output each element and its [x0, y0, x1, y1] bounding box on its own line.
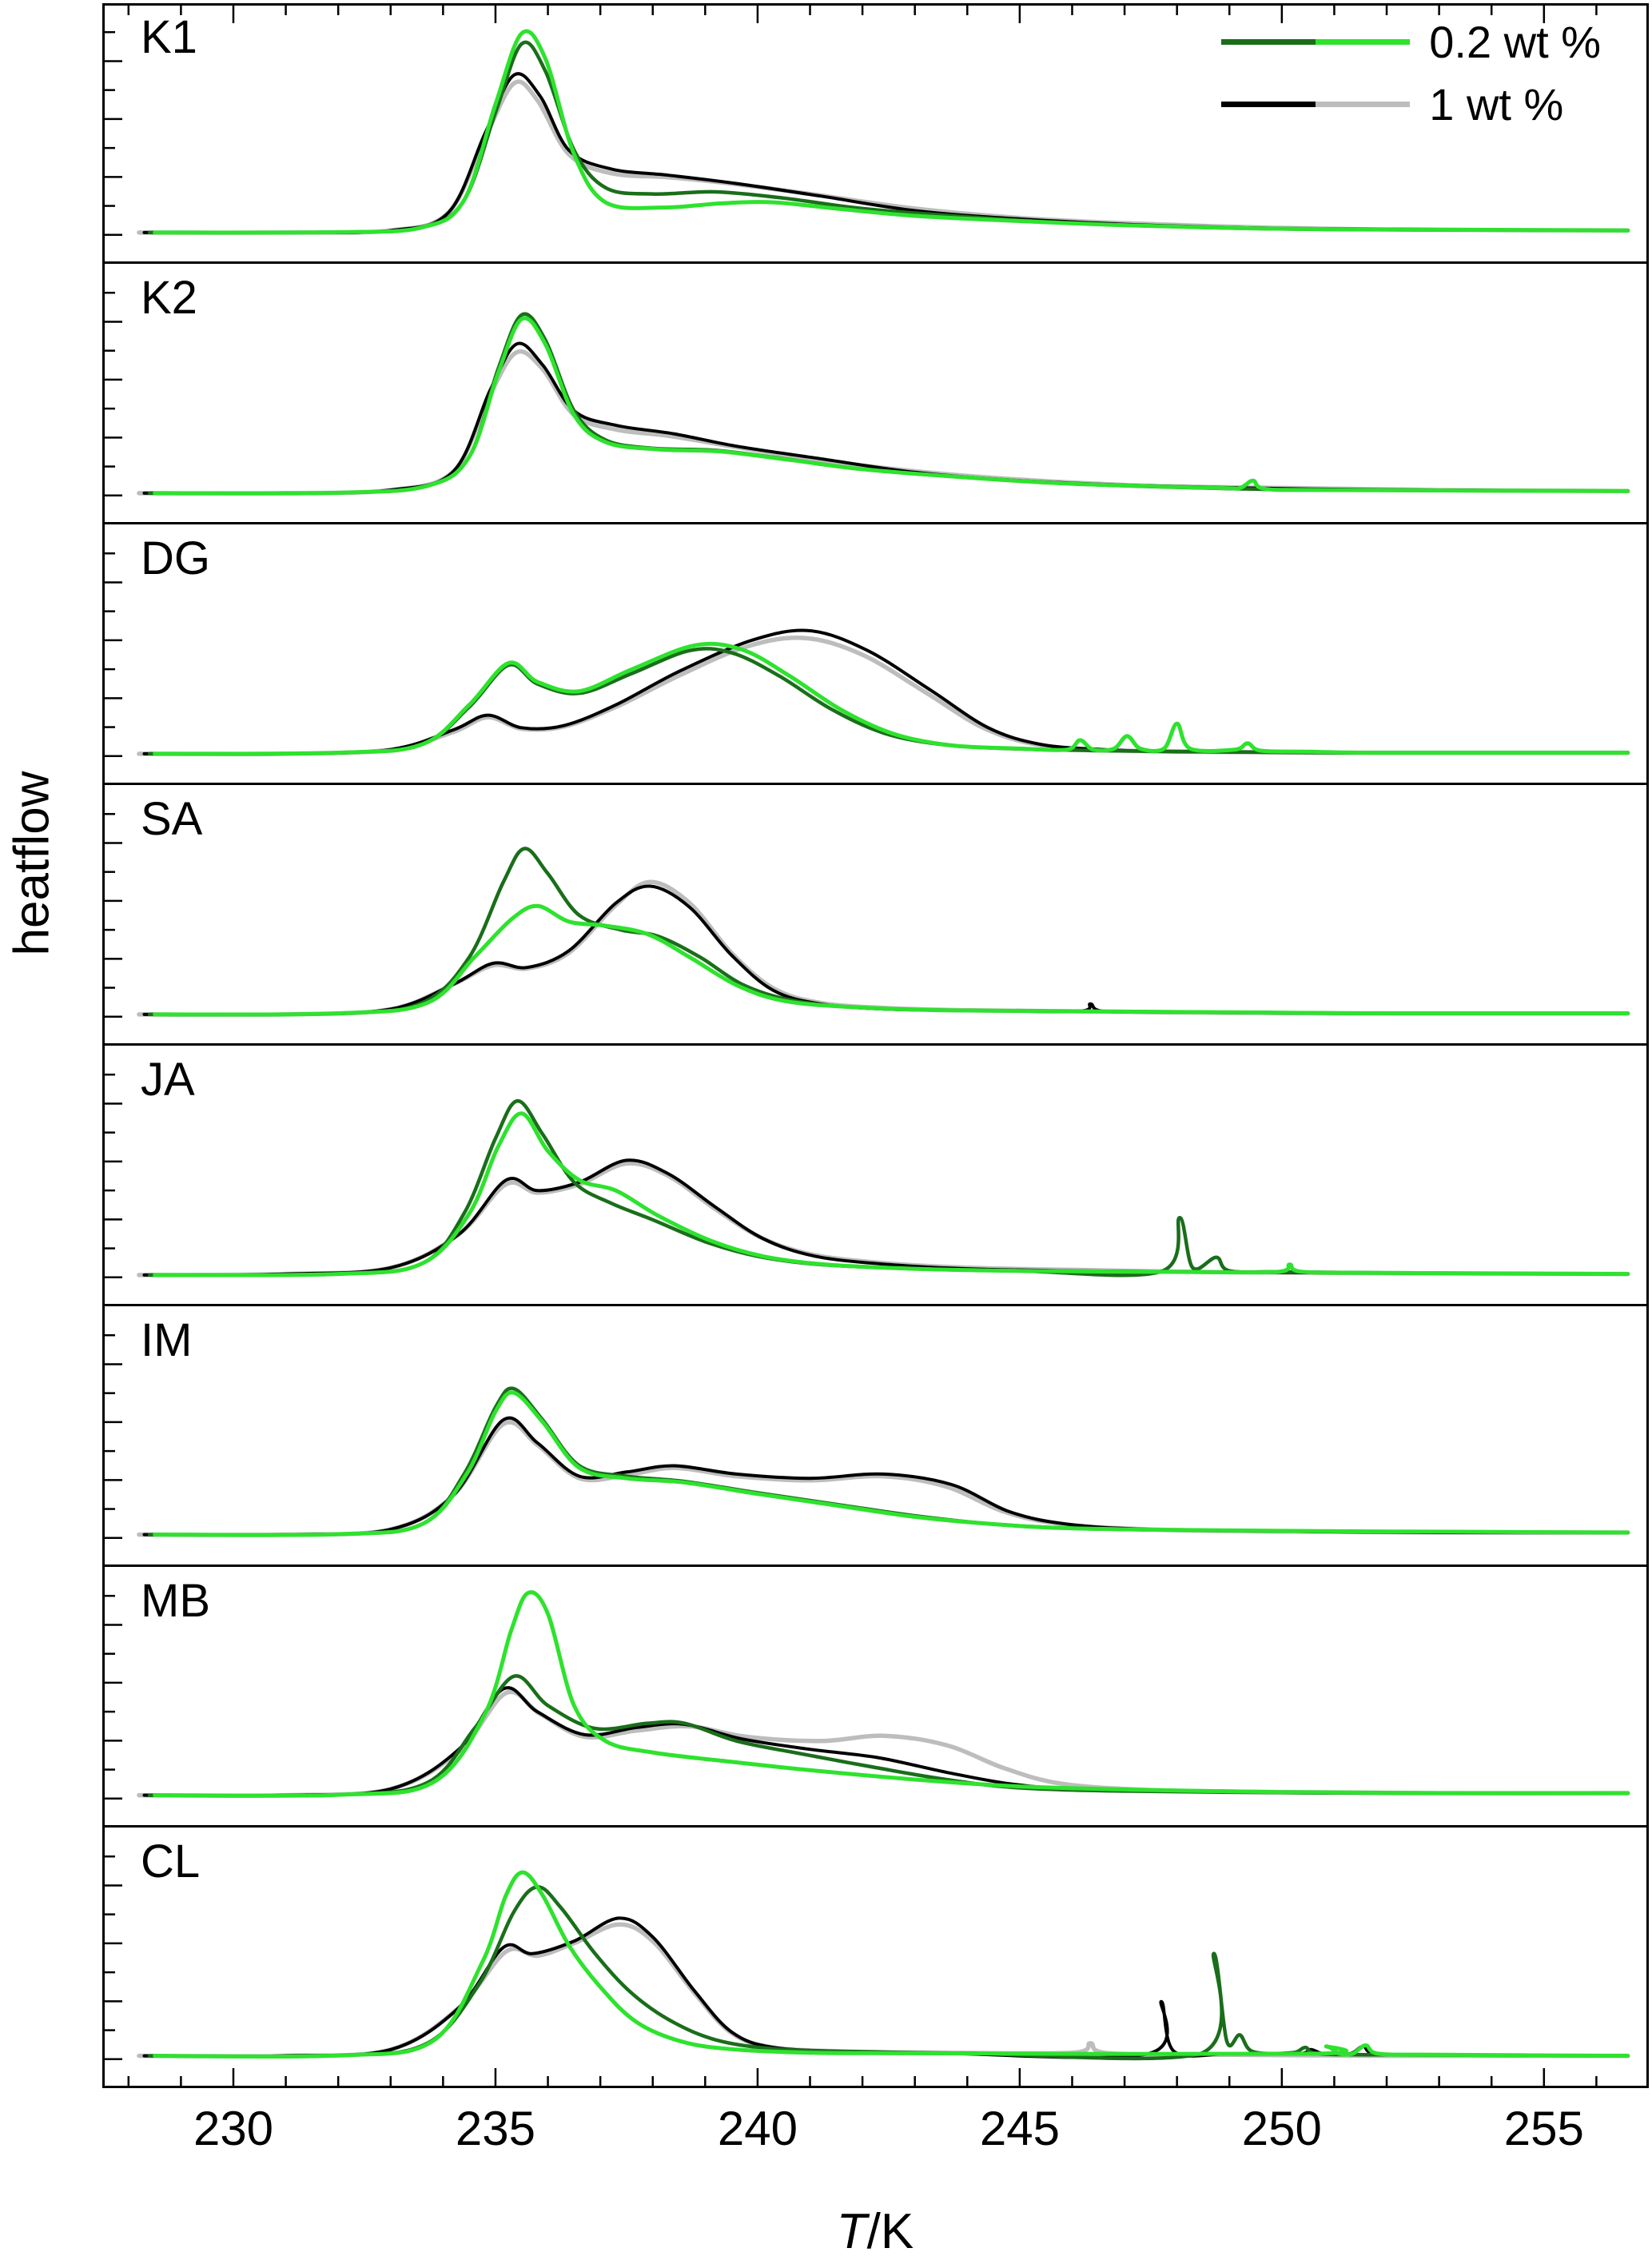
panel-MB: MB: [102, 1567, 1649, 1828]
panel-label: DG: [141, 532, 210, 584]
plot-K2: [102, 264, 1649, 524]
curve-CL-gray: [137, 1922, 1630, 2059]
x-axis-tick-labels: 230 235 240 245 250 255: [102, 2101, 1649, 2165]
legend-label-1wt: 1 wt %: [1429, 78, 1564, 130]
panel-K1: K1 0.2 wt % 1 wt %: [102, 3, 1649, 264]
x-axis-label-symbol: T: [836, 2204, 867, 2259]
legend-line-black: [1221, 101, 1316, 107]
plot-K1: [102, 3, 1649, 264]
curve-DG-gray: [137, 636, 1630, 757]
curve-JA-dark_green: [147, 1098, 1630, 1277]
panel-CL: CL: [102, 1828, 1649, 2088]
legend-line-dark-green: [1221, 39, 1316, 46]
legend: 0.2 wt % 1 wt %: [1221, 18, 1601, 129]
curve-JA-black: [142, 1158, 1630, 1277]
legend-entry-02wt: 0.2 wt %: [1221, 18, 1601, 67]
curve-SA-light_green: [153, 903, 1630, 1017]
curve-CL-dark_green: [147, 1885, 1630, 2061]
legend-line-light-green: [1316, 39, 1411, 46]
panel-stack: K1 0.2 wt % 1 wt % K2 DG SA: [102, 3, 1649, 2088]
panel-K2: K2: [102, 264, 1649, 524]
curve-CL-black: [142, 1916, 1630, 2059]
curve-IM-gray: [137, 1420, 1630, 1537]
panel-label: MB: [141, 1575, 210, 1627]
panel-DG: DG: [102, 524, 1649, 785]
curve-K2-light_green: [153, 316, 1630, 496]
curve-K1-light_green: [153, 29, 1630, 235]
legend-label-02wt: 0.2 wt %: [1429, 17, 1601, 67]
legend-lines-02wt: [1221, 39, 1411, 46]
curve-JA-gray: [137, 1161, 1630, 1277]
panel-label: SA: [141, 793, 203, 845]
curve-MB-black: [142, 1686, 1630, 1798]
x-tick-label-250: 250: [1241, 2102, 1322, 2155]
plot-CL: [102, 1828, 1649, 2088]
panel-SA: SA: [102, 785, 1649, 1046]
y-axis-label: heatflow: [4, 771, 60, 956]
legend-lines-1wt: [1221, 101, 1411, 107]
curve-MB-gray: [137, 1689, 1630, 1798]
panel-JA: JA: [102, 1046, 1649, 1306]
plot-MB: [102, 1567, 1649, 1828]
legend-line-gray: [1316, 101, 1411, 107]
curve-JA-light_green: [153, 1111, 1630, 1277]
plot-DG: [102, 524, 1649, 785]
x-tick-label-240: 240: [717, 2102, 798, 2155]
panel-label: K1: [141, 11, 197, 63]
curve-MB-light_green: [153, 1590, 1630, 1798]
x-tick-label-245: 245: [979, 2102, 1060, 2155]
panel-IM: IM: [102, 1306, 1649, 1567]
curve-SA-gray: [137, 879, 1630, 1018]
curve-SA-black: [142, 884, 1630, 1017]
x-tick-label-230: 230: [193, 2102, 274, 2155]
x-axis-label: T/K: [837, 2203, 914, 2260]
panel-label: JA: [141, 1054, 195, 1106]
curve-CL-light_green: [153, 1870, 1630, 2059]
curve-SA-dark_green: [147, 847, 1630, 1017]
x-axis-label-unit: /K: [866, 2204, 914, 2259]
legend-entry-1wt: 1 wt %: [1221, 78, 1564, 130]
panel-label: CL: [141, 1836, 201, 1887]
plot-JA: [102, 1046, 1649, 1306]
plot-IM: [102, 1306, 1649, 1567]
plot-SA: [102, 785, 1649, 1046]
x-tick-label-255: 255: [1503, 2102, 1584, 2155]
curve-IM-light_green: [153, 1390, 1630, 1537]
x-tick-label-235: 235: [455, 2102, 535, 2155]
curve-DG-light_green: [153, 641, 1630, 756]
panel-label: IM: [141, 1314, 193, 1366]
panel-label: K2: [141, 272, 197, 324]
